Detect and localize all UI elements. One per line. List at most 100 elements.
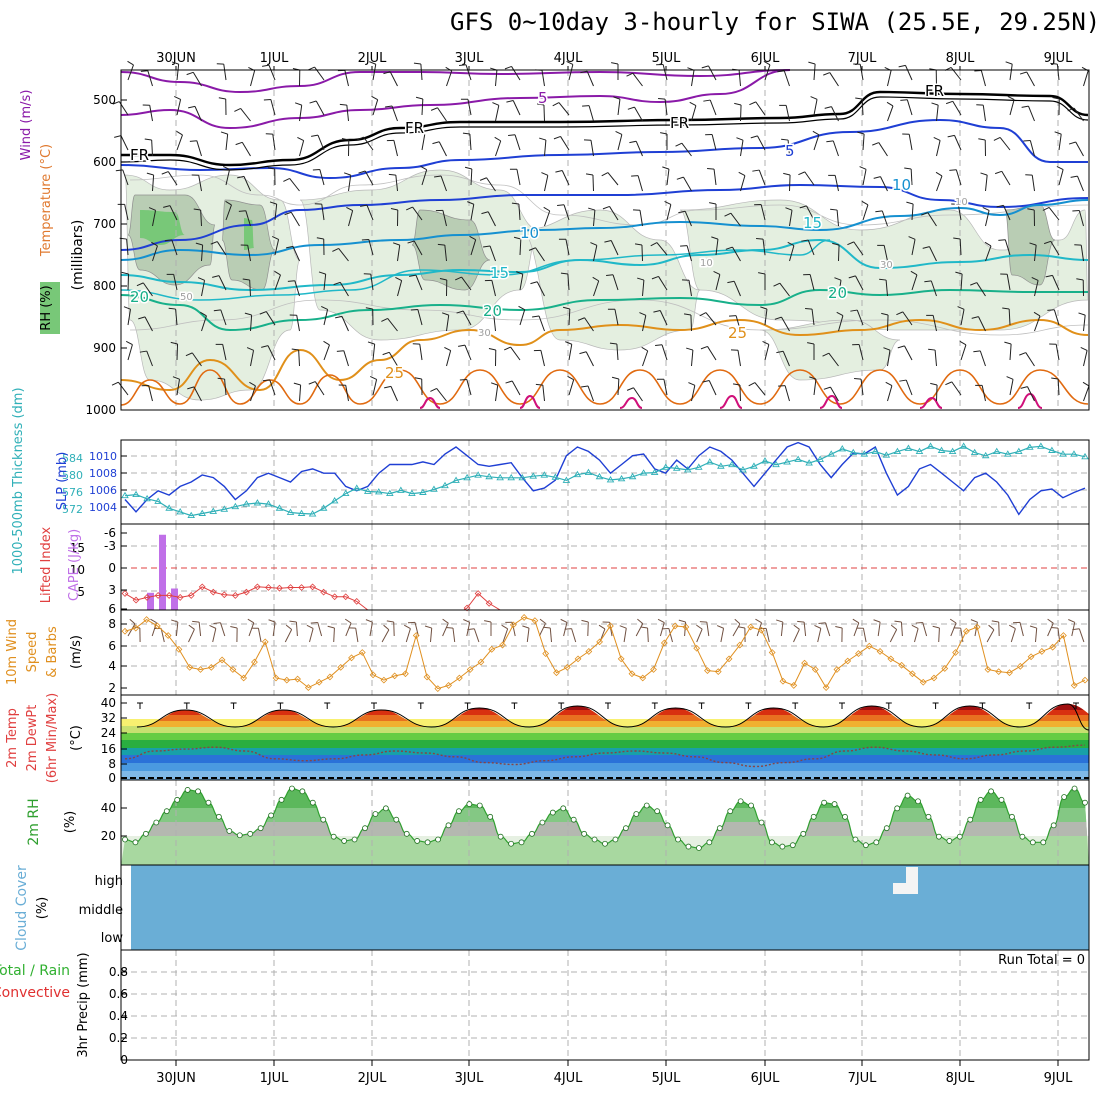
wind-barb: [1002, 307, 1010, 310]
wind-barb: [960, 309, 965, 326]
wind-barb: [838, 244, 840, 262]
wind-barb: [519, 274, 524, 291]
wind-barb: [543, 206, 550, 212]
wind-barb: [198, 175, 202, 192]
rh-marker: [675, 836, 681, 843]
wind-barb: [813, 134, 820, 151]
wind-barb: [262, 379, 270, 382]
wind-speed-marker: [499, 641, 506, 649]
rh-marker: [163, 808, 170, 815]
wind-barb: [532, 315, 540, 318]
wind-barb: [200, 209, 202, 227]
wind-barb: [358, 170, 366, 174]
rh-marker: [831, 801, 838, 807]
wind-barb: [637, 175, 643, 192]
thickness-axis-title: 1000-500mb Thickness (dm): [11, 387, 26, 574]
wind-barb: [370, 376, 377, 380]
thickness-marker: [595, 472, 604, 480]
wind-barb: [776, 350, 784, 354]
contour-label: 10: [892, 176, 911, 194]
rh-marker: [633, 811, 640, 817]
wind-barb: [936, 384, 938, 402]
wind-barb: [835, 625, 843, 629]
wind-barb: [760, 306, 768, 310]
wind-barb: [555, 170, 563, 173]
rh-marker: [904, 792, 911, 799]
thickness-marker: [408, 489, 416, 496]
thickness-marker: [441, 481, 449, 489]
wind-barb: [808, 61, 816, 65]
wind-barb: [734, 102, 742, 106]
rh-marker: [309, 799, 316, 806]
wind-barb: [1080, 245, 1084, 262]
wind-barb: [584, 317, 594, 332]
wind-barb: [568, 308, 571, 326]
rh-marker: [1009, 813, 1015, 820]
wind-speed-marker: [585, 648, 593, 655]
wind-barb: [510, 346, 521, 361]
date-label-top: 8JUL: [946, 51, 976, 66]
wind-barb: [495, 105, 500, 122]
wind-barb: [998, 239, 1006, 241]
li-marker: [242, 588, 250, 596]
wind-barb: [467, 201, 474, 205]
wind-barb: [1019, 71, 1027, 75]
wind-barb: [614, 309, 619, 326]
wind-barb: [243, 176, 251, 192]
wind-barb: [881, 312, 889, 316]
wind-barb: [588, 207, 596, 211]
wind-speed-marker: [1081, 676, 1089, 684]
li-marker: [276, 584, 283, 592]
rh-marker: [497, 833, 504, 840]
wind-barb: [140, 70, 148, 72]
wind-barb: [883, 347, 891, 351]
wind-speed-marker: [660, 639, 668, 647]
temp-color-band: [121, 771, 1089, 780]
wind-barb: [933, 137, 941, 141]
wind-barb: [540, 350, 545, 367]
wind-barb: [811, 309, 815, 326]
thickness-marker: [926, 442, 935, 449]
wind-barb: [1035, 628, 1038, 643]
wind-barb: [736, 137, 744, 141]
wind-barb: [442, 210, 447, 227]
wind-barb: [247, 618, 255, 624]
chart-title: GFS 0~10day 3-hourly for SIWA (25.5E, 29…: [450, 8, 1100, 36]
wind-barb: [1003, 205, 1011, 221]
wind-barb: [862, 204, 869, 221]
wind-barb: [536, 103, 545, 106]
wind-barb: [213, 622, 221, 624]
y-tick-label: 500: [93, 93, 116, 107]
wind-barb: [737, 350, 741, 367]
wind-barb: [469, 134, 472, 151]
wind-barb: [936, 140, 941, 157]
wind-speed-marker: [337, 663, 345, 671]
wind-barb: [970, 619, 978, 623]
contour-label: 10: [955, 197, 968, 208]
wind-barb: [185, 352, 193, 357]
thickness-marker: [518, 473, 527, 481]
precip-panel-frame: [120, 949, 1090, 1061]
wind-barb: [1009, 99, 1015, 116]
thickness-marker: [253, 499, 262, 506]
rh-marker: [852, 836, 859, 843]
wind-barb: [875, 210, 883, 213]
wind-barb: [552, 102, 560, 107]
wind-barb: [395, 175, 398, 192]
wind-barb: [536, 281, 545, 297]
thickness-marker: [750, 462, 758, 469]
rh-marker: [883, 825, 890, 832]
y-tick-label: 32: [101, 711, 116, 725]
temp-dome: [949, 706, 991, 715]
wind-barb: [1050, 241, 1060, 256]
wind-barb: [623, 628, 627, 643]
wind-barb: [911, 624, 919, 629]
wind-barb: [372, 379, 378, 396]
rh-marker: [894, 805, 901, 812]
wind-speed-marker: [186, 663, 194, 671]
wind-barb: [333, 281, 341, 286]
temp2m-axis-title: 2m Temp: [5, 708, 20, 768]
wind-barb: [120, 135, 129, 151]
slp-tick-label: 1008: [89, 467, 117, 480]
cloud-units: (%): [35, 897, 50, 920]
